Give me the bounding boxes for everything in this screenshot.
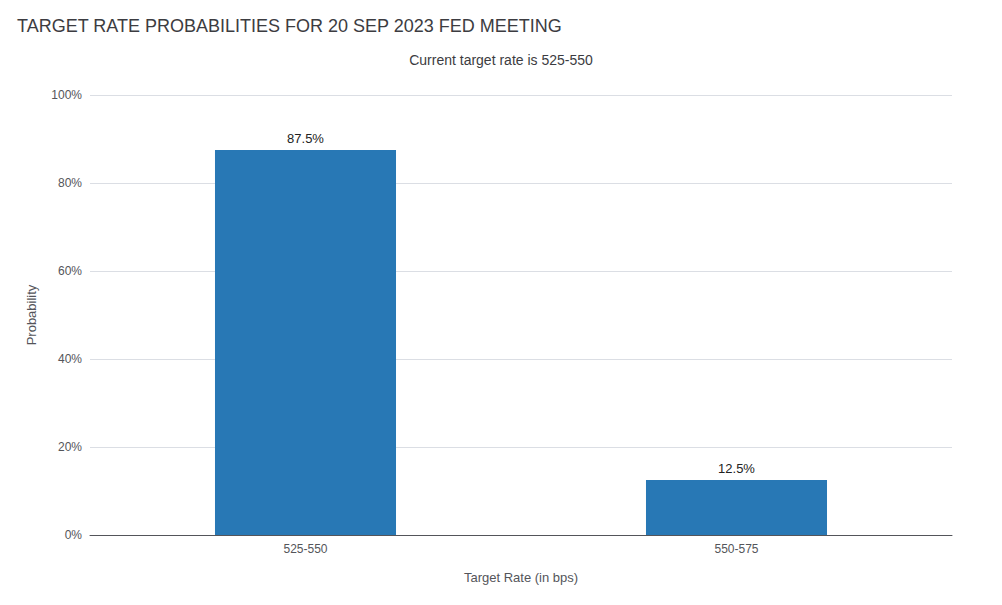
svg-text:550-575: 550-575 [714,542,758,556]
svg-text:40%: 40% [58,352,82,366]
svg-text:Current target rate is 525-550: Current target rate is 525-550 [409,52,593,68]
svg-text:Target Rate (in bps): Target Rate (in bps) [464,570,578,585]
svg-text:60%: 60% [58,264,82,278]
svg-text:Probability: Probability [24,284,39,345]
svg-text:100%: 100% [51,88,82,102]
svg-text:12.5%: 12.5% [718,461,755,476]
svg-text:87.5%: 87.5% [287,131,324,146]
svg-text:80%: 80% [58,176,82,190]
svg-text:TARGET RATE PROBABILITIES FOR: TARGET RATE PROBABILITIES FOR 20 SEP 202… [17,16,562,36]
svg-text:20%: 20% [58,440,82,454]
svg-text:0%: 0% [65,528,83,542]
svg-text:525-550: 525-550 [283,542,327,556]
